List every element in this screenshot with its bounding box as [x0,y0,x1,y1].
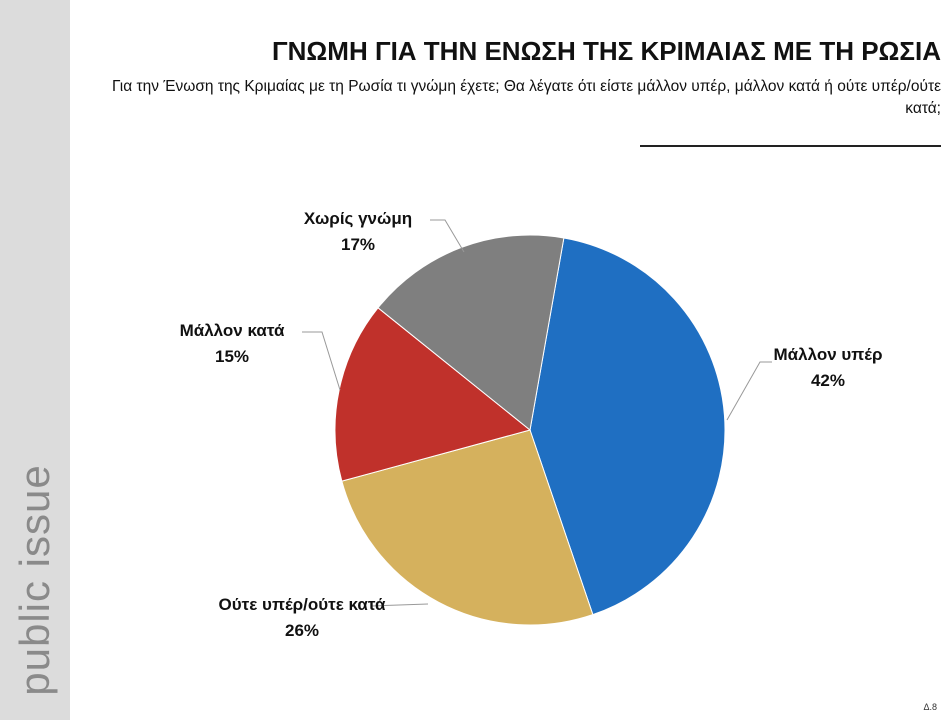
slice-label: Ούτε υπέρ/ούτε κατά 26% [217,592,387,644]
slice-value: 42% [810,371,846,390]
leader-lines [302,219,772,607]
slice-category: Μάλλον κατά [179,321,285,340]
leader-line [430,219,465,253]
leader-line [371,603,429,607]
slice-category: Χωρίς γνώμη [303,209,413,228]
rule [640,145,941,147]
pie-slice [334,307,532,482]
leader-line [302,331,341,391]
slice-category: Ούτε υπέρ/ούτε κατά [218,595,386,614]
pie-slice [341,429,594,626]
chart-subtitle: Για την Ένωση της Κριμαίας με τη Ρωσία τ… [111,78,941,117]
pie-slice [529,237,726,616]
slice-value: 26% [284,621,320,640]
slice-label: Μάλλον υπέρ 42% [774,342,883,394]
slice-label: Χωρίς γνώμη 17% [304,206,412,258]
chart-title: ΓΝΩΜΗ ΓΙΑ ΤΗΝ ΕΝΩΣΗ ΤΗΣ ΚΡΙΜΑΙΑΣ ΜΕ ΤΗ Ρ… [272,36,941,66]
slice-value: 17% [340,235,376,254]
leader-line [726,361,772,421]
sidebar [0,0,70,720]
page-number: Δ.8 [923,702,937,712]
slice-label: Μάλλον κατά 15% [180,318,285,370]
slice-category: Μάλλον υπέρ [773,345,883,364]
slice-value: 15% [214,347,250,366]
